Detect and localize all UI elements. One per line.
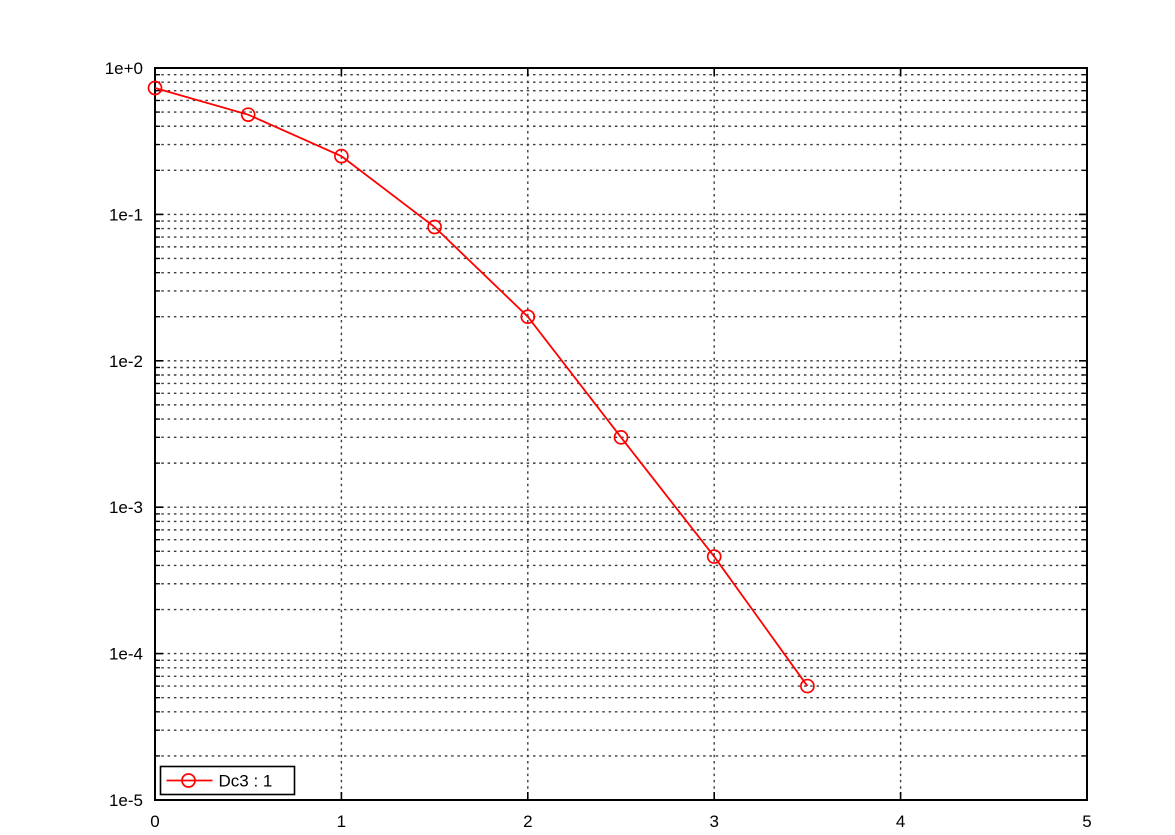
plot-border-rect [154, 67, 1088, 801]
series-line [154, 87, 809, 687]
axis-tick-labels: 0 1 2 3 4 5 1e+0 1e-1 1e-2 1e-3 1e-4 1e-5 [105, 59, 1092, 831]
x-tick-label: 3 [709, 812, 718, 831]
y-tick-label: 1e-1 [109, 205, 143, 224]
data-point-marker [520, 309, 536, 325]
data-point-marker [800, 678, 815, 694]
legend-marker-icon [181, 773, 196, 788]
grid-lines [155, 68, 1087, 800]
x-tick-label: 0 [150, 812, 159, 831]
data-point-marker [240, 107, 256, 123]
data-point-marker [613, 429, 629, 445]
x-tick-label: 4 [896, 812, 905, 831]
data-point-marker [427, 219, 442, 235]
y-tick-label: 1e-5 [109, 791, 143, 810]
data-point-marker [147, 80, 163, 96]
plot-border [154, 67, 1088, 801]
y-tick-label: 1e-2 [109, 352, 143, 371]
y-tick-label: 1e-3 [109, 498, 143, 517]
x-tick-label: 2 [523, 812, 532, 831]
y-tick-label: 1e+0 [105, 59, 143, 78]
axis-ticks [154, 67, 1088, 801]
data-point-marker [706, 549, 722, 564]
y-tick-label: 1e-4 [109, 645, 143, 664]
x-tick-label: 5 [1082, 812, 1091, 831]
x-tick-label: 1 [337, 812, 346, 831]
legend: Dc3 : 1 [159, 765, 296, 796]
data-point-marker [334, 148, 349, 164]
data-series [147, 80, 815, 694]
legend-label: Dc3 : 1 [219, 772, 273, 791]
